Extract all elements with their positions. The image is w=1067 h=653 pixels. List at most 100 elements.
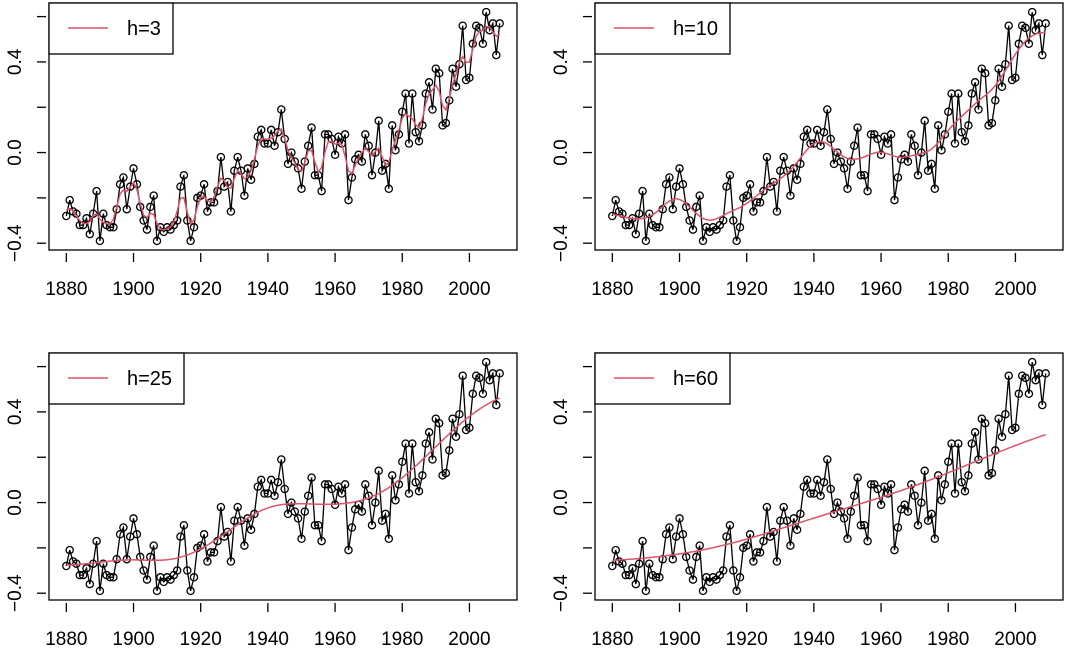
data-point: [216, 502, 226, 512]
data-point: [377, 516, 387, 525]
data-point: [772, 557, 782, 566]
data-point: [414, 136, 424, 146]
data-point: [1031, 375, 1040, 385]
data-point: [478, 39, 488, 49]
data-point: [1041, 19, 1050, 28]
data-point: [816, 491, 825, 501]
data-point: [846, 507, 856, 516]
data-point: [678, 180, 688, 189]
data-point: [631, 229, 641, 239]
data-point: [179, 520, 189, 530]
data-point: [940, 480, 950, 489]
data-point: [361, 480, 370, 489]
data-point: [414, 486, 424, 496]
data-point: [344, 195, 353, 205]
data-point: [718, 216, 728, 225]
data-point: [665, 523, 674, 532]
data-point: [920, 466, 929, 476]
data-point: [384, 184, 394, 194]
data-point: [1038, 400, 1047, 410]
data-point: [886, 130, 896, 139]
data-point: [361, 130, 370, 139]
data-point: [930, 184, 940, 194]
data-point: [495, 369, 504, 378]
x-tick-label: 1880: [591, 629, 633, 650]
panel-h-60: 1880 1900 1920 1940 1960 1980 2000 −0.4 0.0 0.4 h=…: [551, 352, 1064, 650]
data-point: [142, 575, 152, 584]
data-point: [678, 530, 688, 539]
data-point: [661, 530, 671, 539]
data-point: [903, 507, 913, 516]
data-point: [132, 530, 142, 539]
data-point: [139, 216, 148, 225]
data-point: [789, 514, 798, 523]
data-point: [927, 159, 936, 169]
data-point: [624, 220, 634, 230]
data-point: [755, 548, 765, 557]
data-point: [300, 507, 310, 516]
panel-h-3: 1880 1900 1920 1940 1960 1980 2000 −0.4 0.0 0.4 h=…: [5, 2, 518, 300]
data-point: [233, 502, 242, 512]
data-point: [424, 78, 434, 87]
data-point: [492, 50, 501, 60]
data-point: [735, 223, 745, 232]
data-point: [1041, 369, 1050, 378]
data-point: [839, 514, 849, 523]
data-point: [786, 541, 795, 550]
data-line: [611, 11, 1047, 242]
smoother-line: [66, 397, 501, 566]
y-tick-label: 0.0: [5, 139, 26, 165]
x-tick-label: 1980: [927, 279, 969, 300]
data-point: [913, 170, 923, 180]
data-point: [115, 180, 125, 189]
data-point: [65, 545, 74, 555]
data-point: [994, 64, 1003, 73]
data-point: [853, 123, 862, 132]
data-point: [937, 146, 946, 155]
data-point: [226, 207, 236, 216]
data-point: [317, 536, 326, 546]
data-point: [428, 105, 437, 114]
data-point: [964, 121, 973, 130]
data-point: [371, 498, 380, 507]
data-point: [199, 180, 209, 189]
data-point: [465, 73, 474, 83]
data-point: [293, 514, 303, 523]
data-point: [418, 471, 427, 480]
data-point: [742, 191, 751, 200]
data-point: [223, 527, 232, 537]
data-point: [692, 202, 701, 212]
data-point: [277, 455, 286, 464]
x-tick-label: 1940: [247, 629, 289, 650]
data-point: [273, 127, 283, 137]
data-point: [722, 532, 731, 541]
data-point: [749, 207, 758, 216]
data-point: [243, 514, 252, 523]
data-point: [256, 475, 266, 485]
panel-h-25: 1880 1900 1920 1940 1960 1980 2000 −0.4 0.0 0.4 h=…: [5, 352, 518, 650]
data-point: [789, 164, 798, 173]
data-point: [455, 409, 464, 419]
data-point: [492, 400, 501, 410]
data-point: [608, 561, 617, 571]
data-point: [183, 566, 192, 575]
data-point: [755, 198, 765, 207]
x-tick-label: 1920: [726, 629, 768, 650]
data-point: [668, 204, 678, 214]
data-point: [772, 207, 782, 216]
y-tick-label: 0.0: [551, 489, 572, 515]
data-point: [85, 579, 95, 589]
data-point: [240, 541, 249, 550]
data-point: [109, 223, 118, 232]
data-point: [149, 541, 158, 550]
data-point: [99, 209, 108, 218]
data-point: [893, 523, 903, 532]
data-point: [115, 530, 125, 539]
x-tick-label: 2000: [994, 629, 1036, 650]
x-tick-label: 1920: [180, 279, 222, 300]
data-point: [675, 514, 684, 523]
data-point: [994, 414, 1003, 423]
data-point: [806, 489, 815, 498]
x-tick-label: 1920: [726, 279, 768, 300]
data-point: [1014, 389, 1024, 399]
